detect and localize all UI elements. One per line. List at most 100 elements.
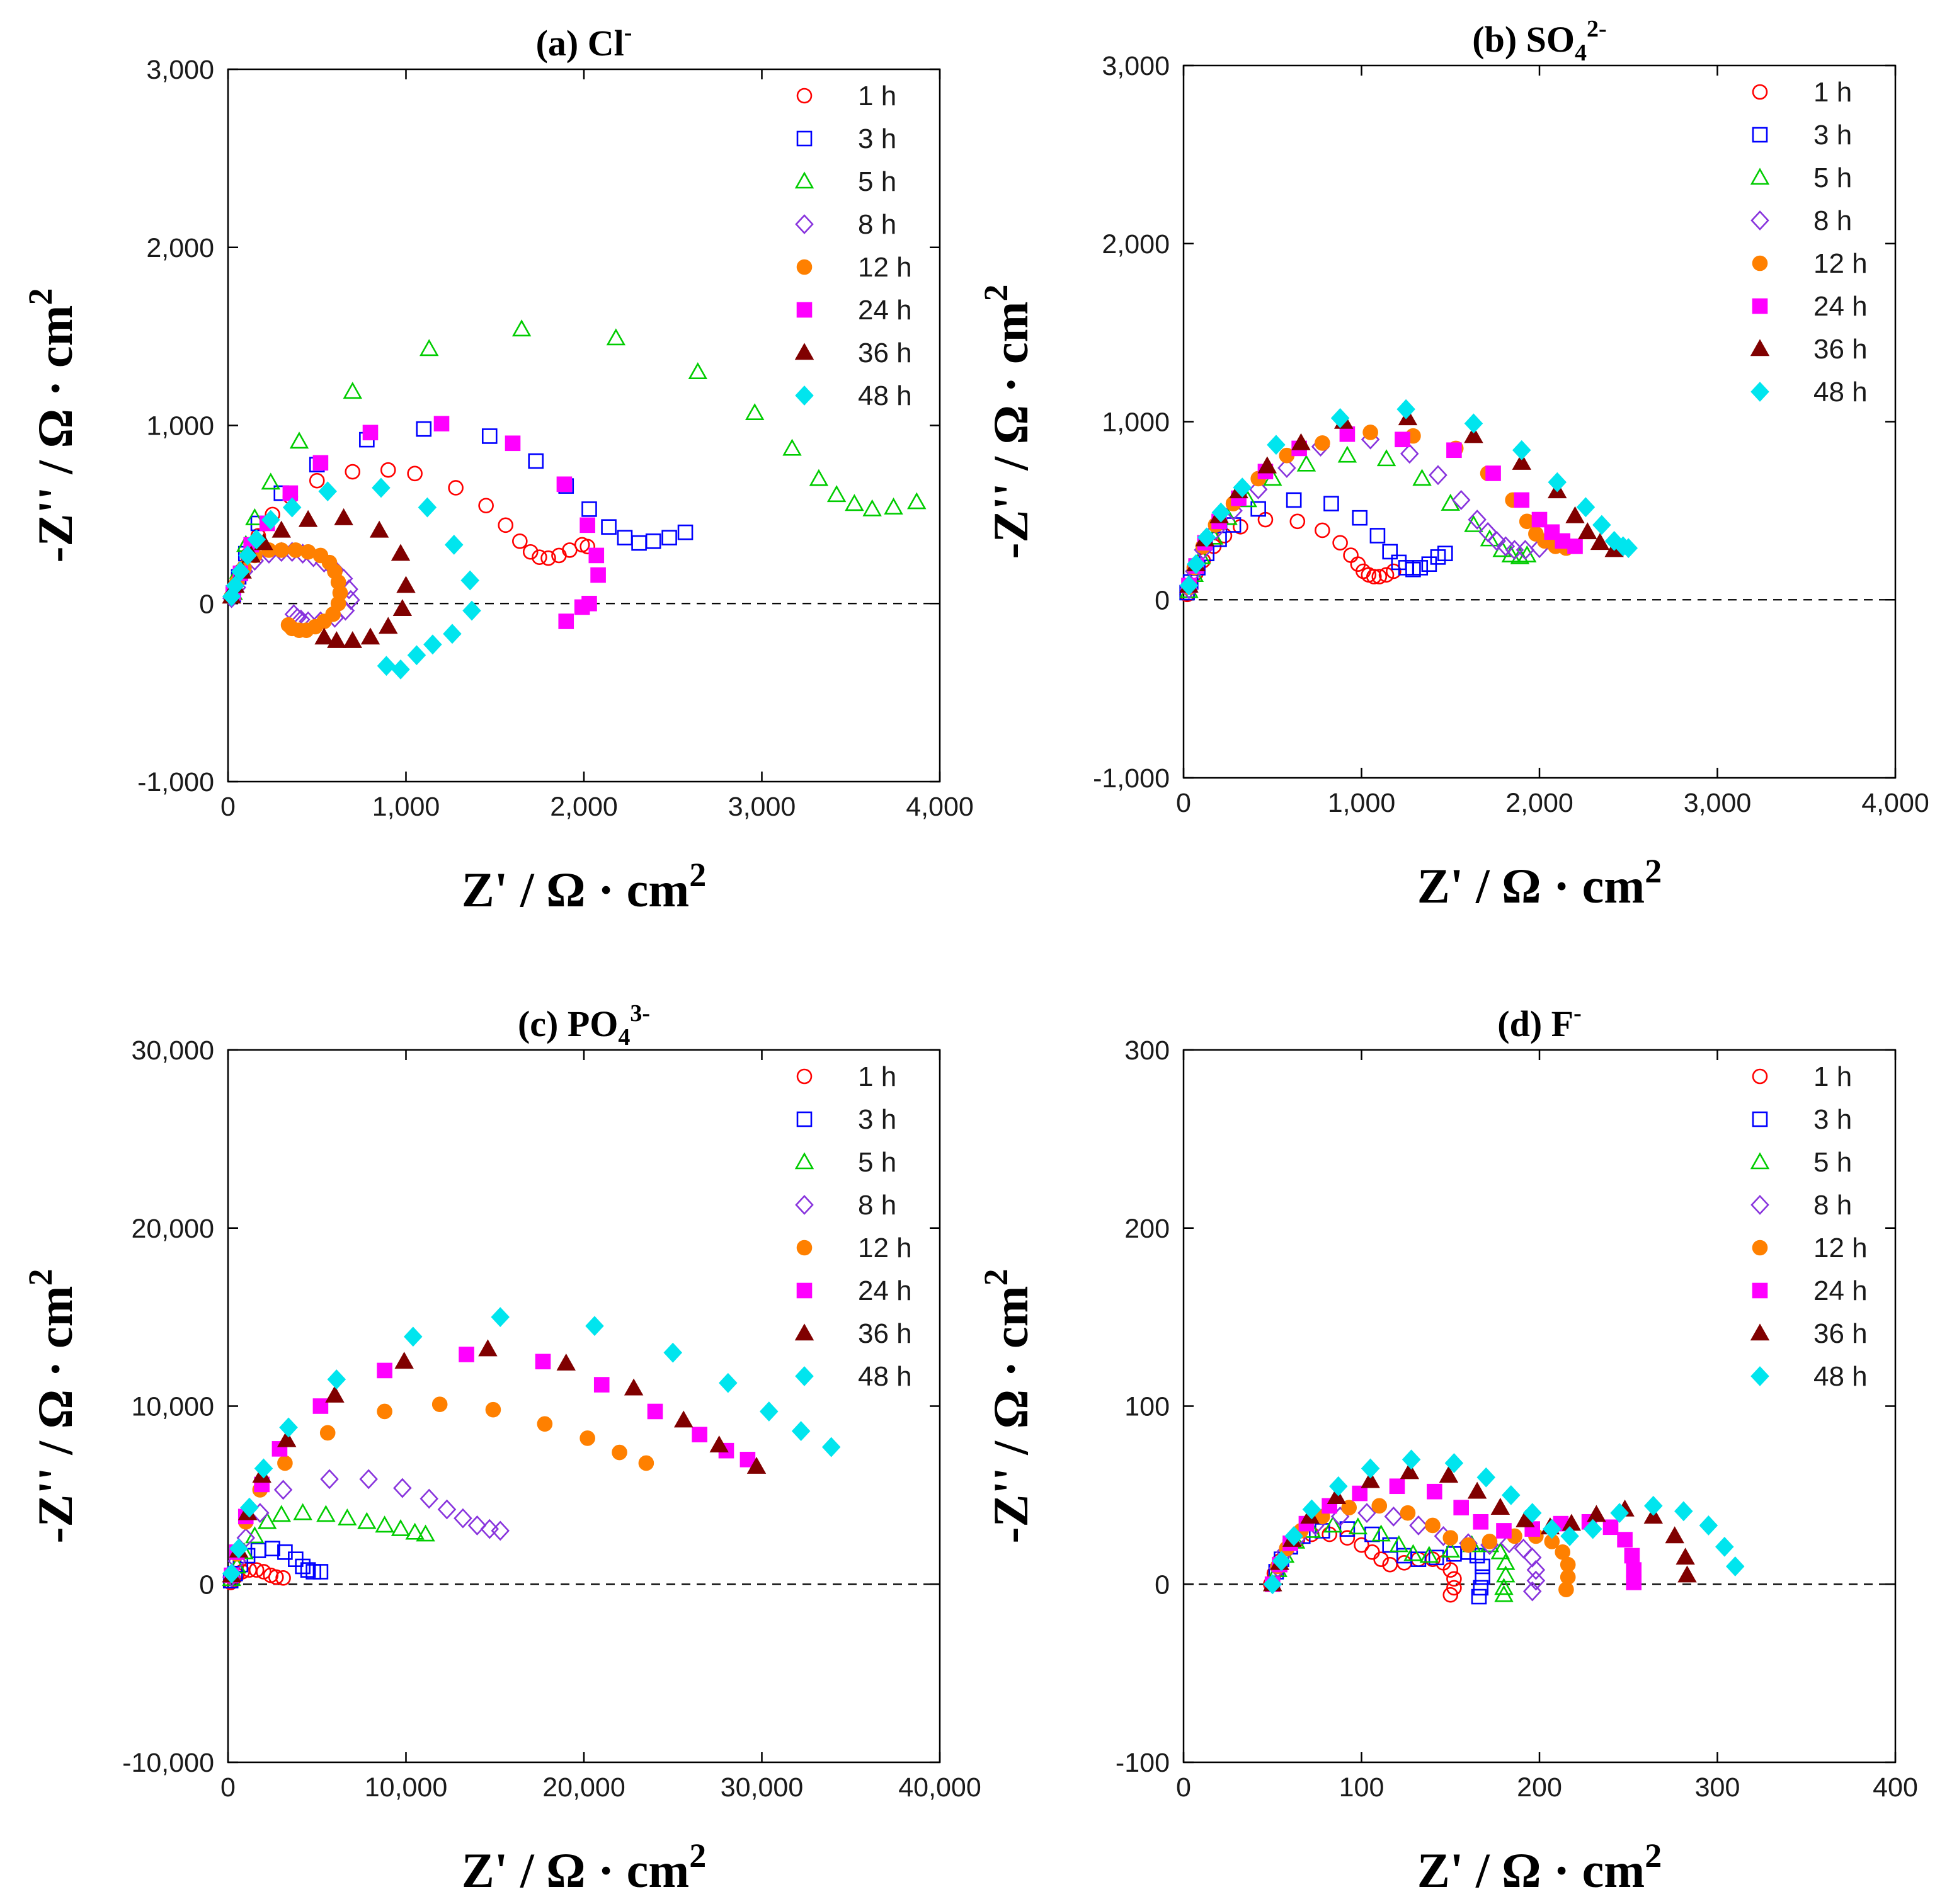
data-point	[884, 497, 903, 515]
data-point	[1590, 533, 1610, 550]
data-point	[1444, 1453, 1464, 1473]
data-point	[745, 403, 765, 421]
data-point	[1522, 1503, 1542, 1524]
data-point	[556, 1353, 576, 1371]
data-point	[1352, 510, 1367, 526]
data-point	[467, 1515, 487, 1536]
data-point	[709, 1435, 729, 1453]
y-tick-label: 0	[199, 589, 214, 619]
legend-label: 5 h	[858, 1147, 896, 1178]
legend-marker-s1	[796, 1068, 813, 1085]
legend-marker-s5	[1750, 168, 1770, 185]
data-point	[1482, 1534, 1498, 1549]
x-tick-label: 2,000	[550, 792, 618, 822]
x-tick-label: 200	[1517, 1772, 1562, 1803]
data-point	[1453, 1500, 1469, 1515]
x-axis-label-text: Z' / Ω · cm	[462, 1843, 689, 1898]
data-point	[1674, 1501, 1693, 1522]
legend-label: 24 h	[858, 295, 912, 326]
legend-label: 12 h	[858, 252, 912, 283]
x-axis-label-text: Z' / Ω · cm	[1417, 1843, 1645, 1898]
data-point	[580, 517, 595, 533]
x-tick-label: 20,000	[542, 1772, 625, 1803]
data-point	[396, 576, 416, 593]
data-point	[1354, 1537, 1369, 1553]
legend-label: 1 h	[858, 1061, 896, 1092]
data-point	[433, 416, 450, 431]
data-point	[1677, 1565, 1697, 1583]
data-point	[261, 510, 280, 530]
data-point	[277, 1455, 293, 1471]
data-point	[1361, 1458, 1380, 1479]
legend-marker-s8	[795, 214, 814, 234]
y-tick-label: -100	[1116, 1748, 1170, 1778]
data-point	[1471, 1588, 1487, 1605]
data-point	[1412, 560, 1429, 576]
data-point	[312, 1398, 329, 1414]
data-point	[1376, 449, 1396, 467]
y-tick-label: 10,000	[131, 1392, 214, 1422]
data-point	[1485, 465, 1501, 481]
data-point	[1548, 472, 1567, 493]
data-point	[511, 319, 532, 337]
data-point	[238, 545, 257, 566]
legend-label: 3 h	[1813, 1104, 1852, 1135]
data-point	[601, 519, 617, 535]
legend-marker-s8	[795, 1195, 814, 1215]
x-tick-label: 0	[1176, 788, 1191, 818]
data-point	[295, 1558, 311, 1575]
legend-label: 48 h	[1813, 1361, 1868, 1392]
data-point	[407, 465, 423, 482]
data-point	[1400, 1462, 1420, 1479]
x-axis-label-superscript: 2	[689, 1837, 706, 1874]
data-point	[271, 520, 291, 538]
data-point	[1473, 1514, 1489, 1530]
data-point	[645, 533, 661, 549]
data-point	[226, 576, 245, 596]
data-point	[1715, 1536, 1734, 1557]
data-point	[319, 1425, 336, 1441]
y-tick-label: 0	[1155, 1570, 1170, 1600]
legend-label: 3 h	[858, 1104, 896, 1135]
data-point	[1617, 1532, 1633, 1548]
legend: 1 h 3 h 5 h 8 h 12 h 24 h 36 h 48 h	[1750, 77, 1868, 408]
data-point	[1442, 1530, 1459, 1546]
legend-marker-s12	[796, 1240, 813, 1256]
data-point	[588, 547, 605, 564]
data-point	[1339, 1530, 1356, 1546]
legend-label: 3 h	[1813, 120, 1852, 151]
legend-label: 24 h	[1813, 1275, 1868, 1306]
y-tick-label: 200	[1124, 1214, 1170, 1244]
data-point	[1512, 452, 1531, 470]
data-point	[1197, 527, 1216, 548]
data-point	[580, 539, 595, 555]
y-tick-label: 3,000	[146, 55, 214, 85]
data-point	[1602, 1519, 1619, 1536]
data-point	[247, 529, 266, 550]
legend-marker-s12	[1752, 255, 1768, 271]
data-point	[478, 498, 494, 514]
data-point	[240, 1497, 259, 1518]
data-point	[1289, 513, 1306, 530]
data-point	[1352, 1485, 1367, 1502]
data-point	[345, 464, 361, 480]
data-point	[1496, 536, 1516, 557]
legend-label: 8 h	[1813, 1190, 1852, 1221]
data-point	[423, 634, 442, 655]
data-point	[445, 535, 464, 555]
panel-title-subscript: 4	[618, 1024, 630, 1051]
data-point	[647, 1403, 663, 1420]
data-point	[392, 599, 413, 617]
data-point	[459, 1347, 474, 1362]
data-point	[437, 1499, 457, 1520]
panel-title-superscript: 3-	[630, 1000, 650, 1027]
data-point	[359, 1469, 378, 1490]
data-point	[1286, 492, 1302, 508]
data-point	[1558, 1582, 1574, 1598]
data-point	[1512, 440, 1531, 460]
data-point	[1502, 1485, 1521, 1505]
data-point	[1619, 538, 1638, 559]
data-point	[1272, 1551, 1291, 1571]
